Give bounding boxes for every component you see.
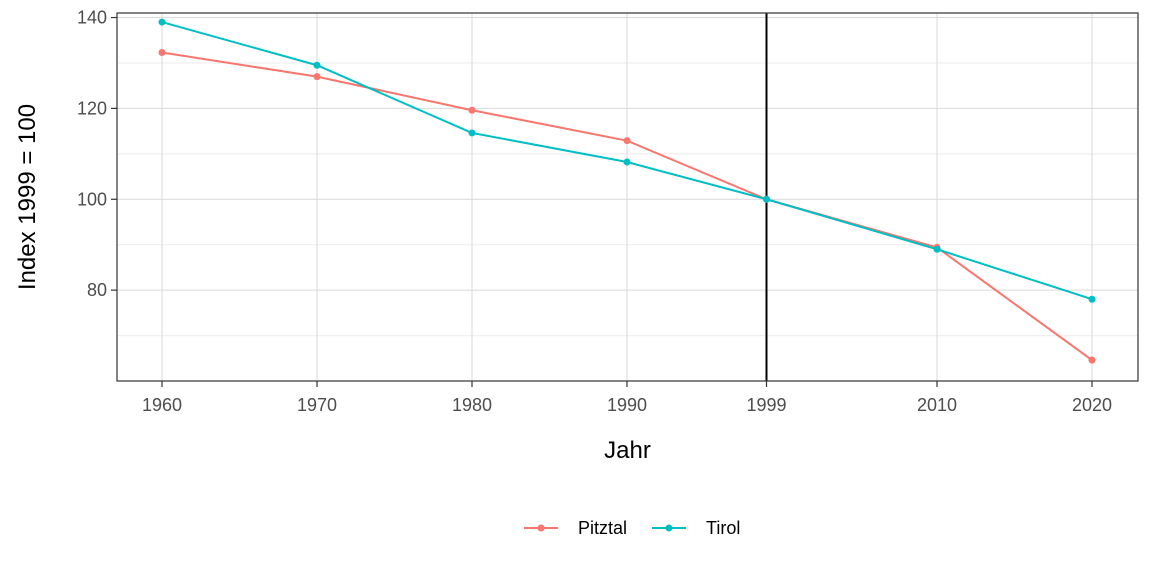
series-point-tirol-2010 — [933, 245, 941, 253]
series-point-tirol-2020 — [1088, 295, 1096, 303]
y-tick-label-0: 80 — [87, 280, 107, 300]
series-point-pitztal-1960 — [158, 49, 166, 57]
series-point-tirol-1970 — [313, 61, 321, 69]
series-point-tirol-1980 — [468, 129, 476, 137]
series-point-pitztal-2020 — [1088, 356, 1096, 364]
x-tick-label-6: 2020 — [1072, 395, 1112, 415]
series-point-tirol-1960 — [158, 18, 166, 26]
series-group — [158, 18, 1096, 364]
y-axis-title: Index 1999 = 100 — [14, 104, 41, 290]
x-tick-label-5: 2010 — [917, 395, 957, 415]
y-axis-ticks: 80 100 120 140 — [77, 8, 117, 300]
legend: Pitztal Tirol — [524, 518, 740, 538]
legend-label-tirol: Tirol — [706, 518, 740, 538]
series-point-pitztal-1970 — [313, 73, 321, 81]
x-tick-label-0: 1960 — [142, 395, 182, 415]
series-point-pitztal-1980 — [468, 106, 476, 114]
x-tick-label-4: 1999 — [746, 395, 786, 415]
x-axis-title: Jahr — [604, 437, 651, 464]
legend-key-point-pitztal — [537, 524, 545, 532]
series-point-pitztal-1990 — [623, 137, 631, 145]
grid-major — [117, 13, 1138, 381]
x-tick-label-2: 1980 — [452, 395, 492, 415]
legend-key-point-tirol — [665, 524, 673, 532]
y-tick-label-2: 120 — [77, 98, 107, 118]
legend-label-pitztal: Pitztal — [578, 518, 627, 538]
x-tick-label-1: 1970 — [297, 395, 337, 415]
x-tick-label-3: 1990 — [607, 395, 647, 415]
y-tick-label-3: 140 — [77, 8, 107, 28]
series-point-tirol-1990 — [623, 158, 631, 166]
y-tick-label-1: 100 — [77, 189, 107, 209]
series-point-tirol-1999 — [763, 195, 770, 203]
x-axis-ticks: 1960 1970 1980 1990 1999 2010 2020 — [142, 381, 1112, 415]
